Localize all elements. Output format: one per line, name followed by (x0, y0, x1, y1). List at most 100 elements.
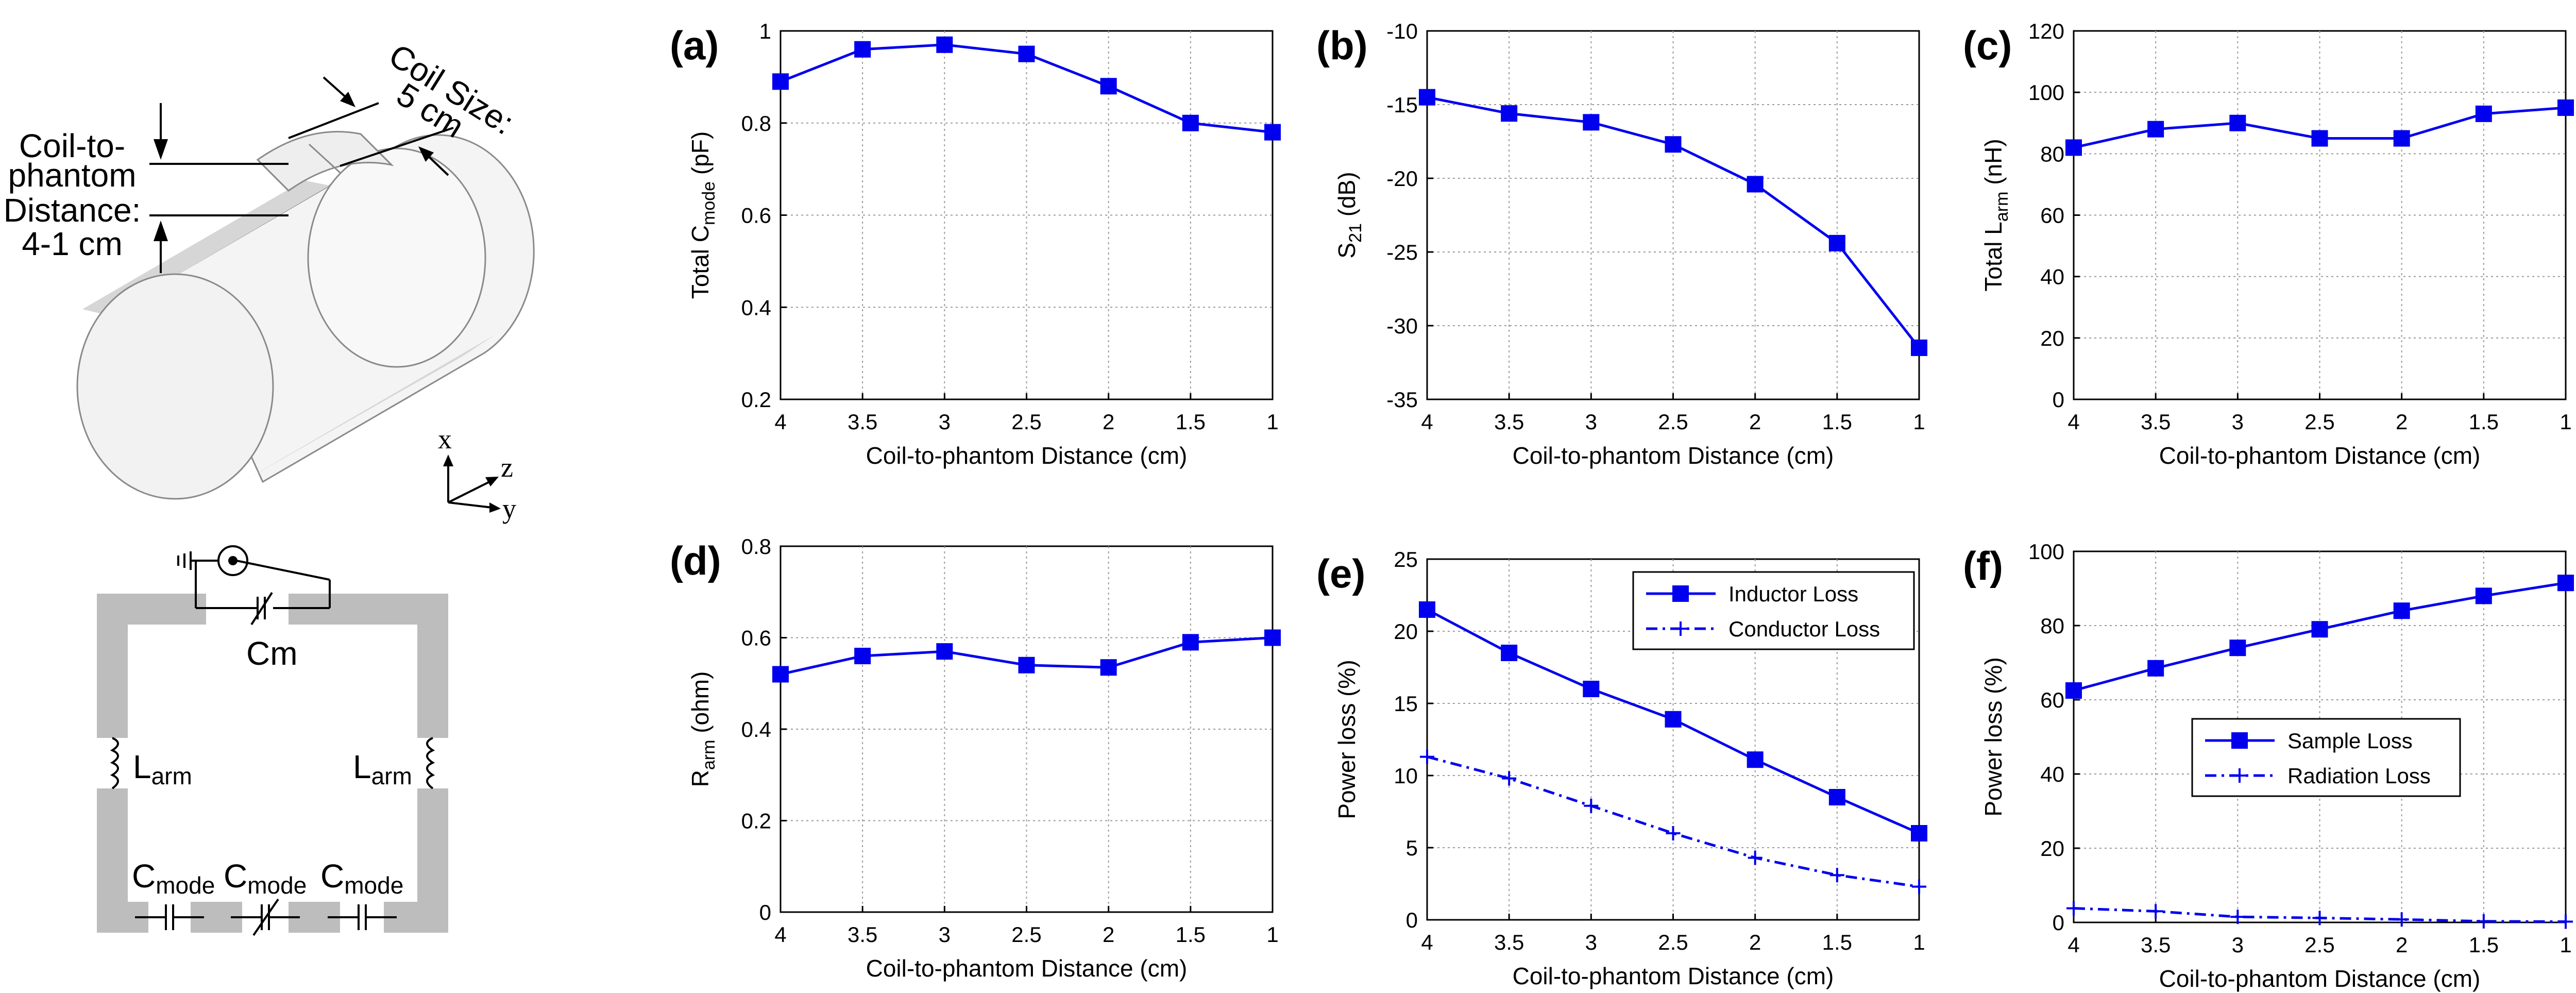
legend-entry: Sample Loss (2287, 729, 2413, 753)
legend-swatch-marker (1672, 585, 1689, 602)
legend-box (2191, 718, 2461, 797)
conductor-right-upper (417, 594, 448, 738)
cylinder-back-face (307, 147, 486, 368)
y-tick-label: 0.8 (741, 111, 771, 136)
data-point-plus (2312, 911, 2327, 925)
y-axis-label: S21 (dB) (1333, 172, 1365, 258)
x-tick-label: 1 (1913, 410, 1925, 434)
larm-left-sub: arm (151, 763, 192, 789)
coil-size-arrow-a (323, 76, 349, 100)
cmode-label-1: Cmode (132, 857, 215, 899)
data-point-square (772, 73, 789, 90)
data-point-square (1264, 124, 1281, 141)
data-point-square (1583, 114, 1600, 131)
x-tick-label: 2 (1749, 930, 1761, 954)
x-axis-label: Coil-to-phantom Distance (cm) (2159, 442, 2481, 469)
coil-size-arrow-b-head (418, 146, 434, 162)
x-tick-label: 2.5 (1658, 930, 1688, 954)
cmode-label-3: Cmode (320, 857, 403, 899)
y-tick-label: 0.6 (741, 204, 771, 228)
x-tick-label: 2 (1103, 922, 1114, 947)
cmode-1-sub: mode (156, 872, 215, 899)
cmode-2-sub: mode (247, 872, 307, 899)
x-axis-label: Coil-to-phantom Distance (cm) (1513, 442, 1834, 469)
y-tick-label: 120 (2028, 19, 2064, 43)
y-axis-label-sub: arm (1992, 192, 2012, 222)
mode-capacitors (135, 898, 397, 936)
y-tick-label: 20 (2040, 836, 2064, 861)
coil-size-line-a (288, 102, 379, 139)
inductor-right (426, 737, 435, 789)
x-tick-label: 1.5 (1822, 930, 1852, 954)
data-point-plus (2230, 910, 2245, 924)
y-tick-label: 40 (2040, 265, 2064, 289)
data-point-plus (1584, 798, 1599, 813)
larm-right-main: L (353, 748, 371, 785)
coil-circuit-diagram: Cm Larm Larm Cmode (97, 545, 448, 936)
larm-right-label: Larm (353, 748, 412, 789)
coil-size-arrow-b (426, 154, 449, 176)
y-tick-label: 0 (2053, 388, 2064, 412)
data-point-square (2393, 130, 2410, 147)
data-point-square (2147, 121, 2164, 138)
x-tick-label: 3.5 (2141, 933, 2171, 957)
y-tick-label: 0.2 (741, 388, 771, 412)
coil-size-line-b (340, 127, 454, 167)
x-tick-label: 1 (1913, 930, 1925, 954)
x-tick-label: 1.5 (2469, 933, 2499, 957)
x-tick-label: 3.5 (2141, 410, 2171, 434)
data-point-plus (2476, 914, 2491, 929)
y-axis-label-main: Power loss (%) (1333, 660, 1360, 819)
y-tick-label: -25 (1386, 240, 1418, 264)
y-axis-label: Power loss (%) (1980, 657, 2007, 816)
data-point-plus (1502, 771, 1517, 786)
x-axis-label: Coil-to-phantom Distance (cm) (866, 955, 1188, 982)
y-tick-label: 40 (2040, 762, 2064, 786)
y-tick-label: 15 (1394, 692, 1418, 716)
data-point-plus (1912, 879, 1926, 894)
y-tick-label: -35 (1386, 388, 1418, 412)
y-axis-label-main: Total L (1980, 222, 2007, 292)
y-axis-label: Power loss (%) (1333, 660, 1360, 819)
legend-swatch-marker (2231, 732, 2248, 749)
x-tick-label: 2.5 (2304, 410, 2334, 434)
data-point-square (854, 648, 871, 664)
data-point-square (1747, 751, 1764, 768)
x-tick-label: 3 (2232, 933, 2244, 957)
x-tick-label: 2 (2396, 410, 2408, 434)
axis-x-label: x (438, 424, 452, 455)
y-axis-label-main: Total C (687, 225, 714, 299)
data-point-square (1100, 78, 1117, 95)
x-tick-label: 1.5 (1822, 410, 1852, 434)
cmode-1-main: C (132, 857, 156, 895)
x-tick-label: 2.5 (1658, 410, 1688, 434)
data-point-plus (2558, 914, 2573, 929)
y-axis-label-unit: (ohm) (687, 671, 714, 740)
data-point-square (1665, 711, 1682, 728)
legend-entry: Conductor Loss (1728, 617, 1880, 641)
y-axis-label-sub: mode (699, 181, 719, 225)
legend-box (1632, 571, 1915, 650)
y-axis-label-unit: (dB) (1333, 172, 1360, 223)
distance-label-line1: Coil-to- (19, 127, 125, 164)
x-axis-label: Coil-to-phantom Distance (cm) (866, 442, 1188, 469)
larm-left-label: Larm (133, 748, 192, 789)
legend: Inductor Loss Conductor Loss (1632, 571, 1915, 650)
larm-left-main: L (133, 748, 151, 785)
y-tick-label: 20 (2040, 326, 2064, 350)
y-tick-label: 0.4 (741, 295, 771, 319)
data-point-plus (1666, 826, 1681, 840)
data-point-square (936, 36, 953, 53)
x-tick-label: 1.5 (1176, 410, 1206, 434)
data-point-square (2557, 99, 2574, 116)
feed-port (177, 545, 331, 626)
x-tick-label: 3 (1585, 930, 1597, 954)
data-point-square (2557, 575, 2574, 592)
data-point-plus (2148, 904, 2163, 919)
y-tick-label: 80 (2040, 142, 2064, 166)
x-tick-label: 2 (2396, 933, 2408, 957)
x-tick-label: 3.5 (1494, 930, 1524, 954)
data-point-plus (2394, 912, 2409, 927)
y-axis-label-unit: (nH) (1980, 139, 2007, 191)
